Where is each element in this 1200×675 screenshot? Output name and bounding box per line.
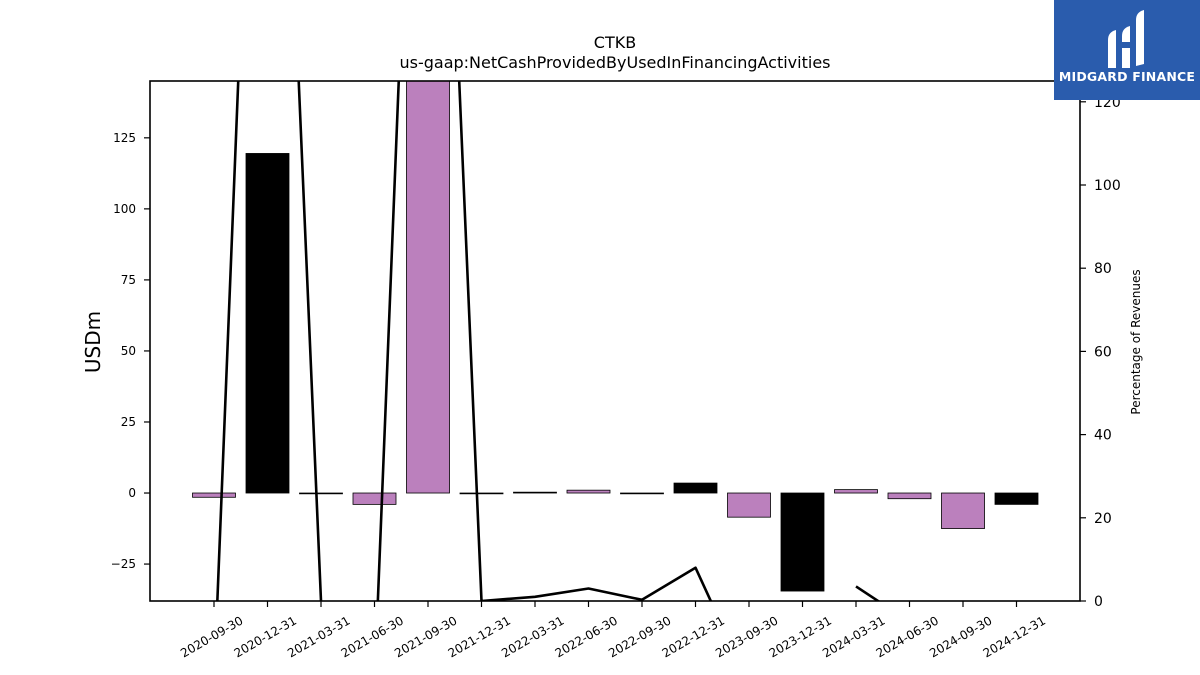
bar-2022-06-30 <box>566 489 611 494</box>
bar-2024-12-31 <box>994 492 1039 505</box>
brand-logo: MIDGARD FINANCE <box>1054 0 1200 100</box>
chart-subtitle: us-gaap:NetCashProvidedByUsedInFinancing… <box>399 53 830 72</box>
plot-frame <box>149 80 1081 602</box>
y2-tick-label: 80 <box>1094 261 1112 277</box>
y2-tick-label: 0 <box>1094 594 1103 610</box>
bar-2022-03-31 <box>513 491 557 494</box>
y-tick-label: 25 <box>121 415 136 429</box>
bar-2022-09-30 <box>620 492 664 495</box>
percentage-line <box>216 81 881 601</box>
bar-2023-09-30 <box>727 492 771 518</box>
bar-2023-12-31 <box>780 492 825 592</box>
y-tick-label: 100 <box>113 202 136 216</box>
bar-2024-09-30 <box>941 492 985 529</box>
bar-2021-09-30 <box>406 81 450 494</box>
y-tick-label: −25 <box>111 557 136 571</box>
bar-2021-03-31 <box>299 492 343 495</box>
y2-axis-label: Percentage of Revenues <box>1129 269 1143 414</box>
y-axis-label: USDm <box>81 311 105 373</box>
midgard-logo-icon <box>1108 10 1144 68</box>
bar-2021-12-31 <box>459 492 504 495</box>
y-tick-label: 125 <box>113 131 136 145</box>
y2-tick-label: 40 <box>1094 428 1112 444</box>
bar-2021-06-30 <box>352 492 397 505</box>
y-tick-label: 0 <box>128 486 136 500</box>
y-tick-label: 75 <box>121 273 136 287</box>
y-tick-label: 50 <box>121 344 136 358</box>
bar-2020-12-31 <box>245 153 290 494</box>
chart-title: CTKB <box>594 33 636 52</box>
y2-tick-label: 100 <box>1094 178 1121 194</box>
bar-2024-03-31 <box>834 489 878 494</box>
bar-2024-06-30 <box>887 492 932 500</box>
y2-tick-label: 60 <box>1094 344 1112 360</box>
logo-text: MIDGARD FINANCE <box>1058 69 1196 84</box>
bar-2020-09-30 <box>192 492 236 498</box>
y2-tick-label: 20 <box>1094 511 1112 527</box>
bar-2022-12-31 <box>673 482 718 494</box>
